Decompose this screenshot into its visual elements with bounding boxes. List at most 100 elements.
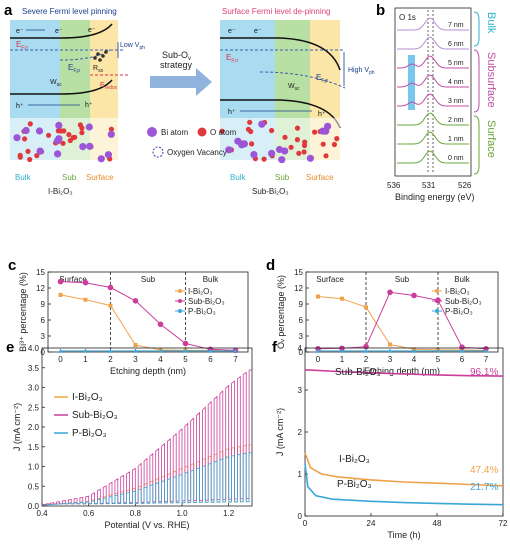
legend-label-0: I-Bi₂O₃ [72, 392, 103, 403]
retention-label-0: 96.1% [470, 367, 498, 378]
x-tick-4: 1.2 [223, 509, 235, 518]
x-tick-0: 0 [58, 355, 63, 364]
right-high-vph: High Vph [348, 67, 375, 76]
y-tick-0: 0 [299, 348, 304, 357]
o-atom [34, 153, 40, 159]
xps-title: O 1s [399, 13, 416, 22]
xps-spectrum-0 [397, 17, 469, 31]
bi-atom [79, 143, 87, 151]
y-tick-5: 15 [36, 268, 45, 277]
x-tick-2: 2 [364, 355, 369, 364]
x-tick-3: 72 [499, 519, 508, 528]
bracket-subsurface-label: Subsurface [485, 52, 497, 108]
right-hole-2: h⁺ [318, 111, 326, 118]
panel-b-frame [394, 7, 472, 177]
series-2-point-6 [459, 348, 465, 353]
o-atom [108, 126, 114, 132]
bi-atom [107, 130, 115, 138]
series-2-point-2 [363, 348, 369, 353]
o-atom [67, 137, 73, 144]
y-axis-label: Bi³⁺ percentage (%) [18, 272, 28, 352]
vacancy-band-highlight [408, 55, 415, 110]
y-tick-6: 3.0 [28, 384, 40, 393]
series-1-point-1 [82, 279, 89, 286]
left-electron-3: e⁻ [88, 27, 96, 34]
series-1-point-2 [107, 284, 114, 291]
xps-spectrum-5 [397, 112, 469, 126]
o-atom [79, 125, 85, 131]
y-tick-4: 2.0 [28, 423, 40, 432]
series-line-1 [304, 452, 504, 487]
b-xtick-0: 536 [387, 181, 401, 190]
legend-marker-0 [178, 289, 182, 293]
o-atom [17, 154, 23, 160]
y-tick-0: 0 [41, 348, 46, 357]
x-tick-6: 6 [208, 355, 213, 364]
depth-label-7: 0 nm [448, 155, 464, 162]
depth-label-0: 7 nm [448, 22, 464, 29]
x-tick-6: 6 [460, 355, 465, 364]
b-xtick-2: 526 [458, 181, 472, 190]
left-low-vph: Low Vph [120, 42, 145, 51]
left-electron-2: e⁻ [55, 28, 63, 35]
bi-atom [86, 142, 94, 150]
series-2-point-3 [133, 348, 138, 353]
o-atom [269, 127, 275, 134]
x-axis-label: Time (h) [387, 530, 420, 540]
legend-vacancy: Oxygen Vacancy [167, 148, 227, 157]
x-tick-1: 24 [367, 519, 376, 528]
retention-label-2: 21.7% [470, 482, 498, 493]
depth-label-2: 5 nm [448, 60, 464, 67]
series-1-point-3 [132, 298, 139, 304]
series-1-point-4 [157, 321, 164, 328]
series-1-point-0 [57, 278, 64, 285]
x-axis-label: Etching depth (nm) [110, 366, 186, 376]
series-1-point-4 [411, 292, 417, 299]
series-2-point-6 [208, 348, 213, 353]
left-surface-states [93, 50, 108, 62]
xps-spectrum-7 [397, 150, 469, 164]
y-tick-3: 9 [41, 300, 46, 309]
region-label-0: Surface [59, 275, 87, 284]
panel-b-label: b [376, 2, 385, 19]
strategy-arrow [150, 68, 212, 96]
x-tick-5: 5 [436, 355, 441, 364]
x-tick-0: 0 [303, 519, 308, 528]
y-axis-label: J (mA cm⁻²) [12, 403, 22, 451]
bi-atom [54, 150, 62, 158]
right-electron-2: e⁻ [254, 28, 262, 35]
y-tick-2: 1.0 [28, 463, 40, 472]
series-label-2: P-Bi₂O₃ [337, 479, 372, 490]
left-efp-line [59, 49, 111, 61]
series-1-point-6 [459, 344, 465, 351]
series-line-0 [317, 296, 487, 351]
series-2-point-4 [158, 348, 163, 353]
xps-spectrum-2 [397, 55, 469, 69]
x-tick-5: 5 [183, 355, 188, 364]
o-atom [331, 141, 337, 148]
x-tick-2: 48 [433, 519, 442, 528]
x-tick-0: 0 [316, 355, 321, 364]
y-axis-label: Oᵥ percentage (%) [276, 275, 286, 349]
y-tick-1: 3 [299, 332, 304, 341]
legend-o-atom: O atom [210, 128, 237, 137]
right-zone-surface: Surface [306, 173, 334, 182]
legend-label-1: Sub-Bi₂O₃ [445, 297, 482, 306]
right-title: Surface Fermi level de-pinning [222, 7, 331, 16]
left-zone-sub: Sub [62, 173, 77, 182]
right-efp-line [259, 71, 346, 89]
series-0-point-3 [388, 342, 392, 347]
bi-atom [306, 154, 314, 162]
bi-atom [250, 151, 258, 159]
x-axis-label: Etching depth (nm) [364, 366, 440, 376]
legend-label-1: Sub-Bi₂O₃ [188, 297, 225, 306]
xps-spectra: 7 nm 6 nm 5 nm 4 nm 3 nm 2 nm 1 nm 0 nm [397, 17, 469, 164]
o-atom [320, 141, 326, 147]
region-label-0: Surface [316, 275, 344, 284]
y-tick-1: 3 [41, 332, 46, 341]
legend-marker-2 [435, 309, 439, 313]
left-hole-2: h⁺ [85, 102, 93, 109]
panel-b: b O 1s 7 nm6 nm5 nm4 nm3 nm2 nm1 nm0 nm … [376, 2, 497, 202]
right-efn-label: EF,n [226, 53, 238, 64]
